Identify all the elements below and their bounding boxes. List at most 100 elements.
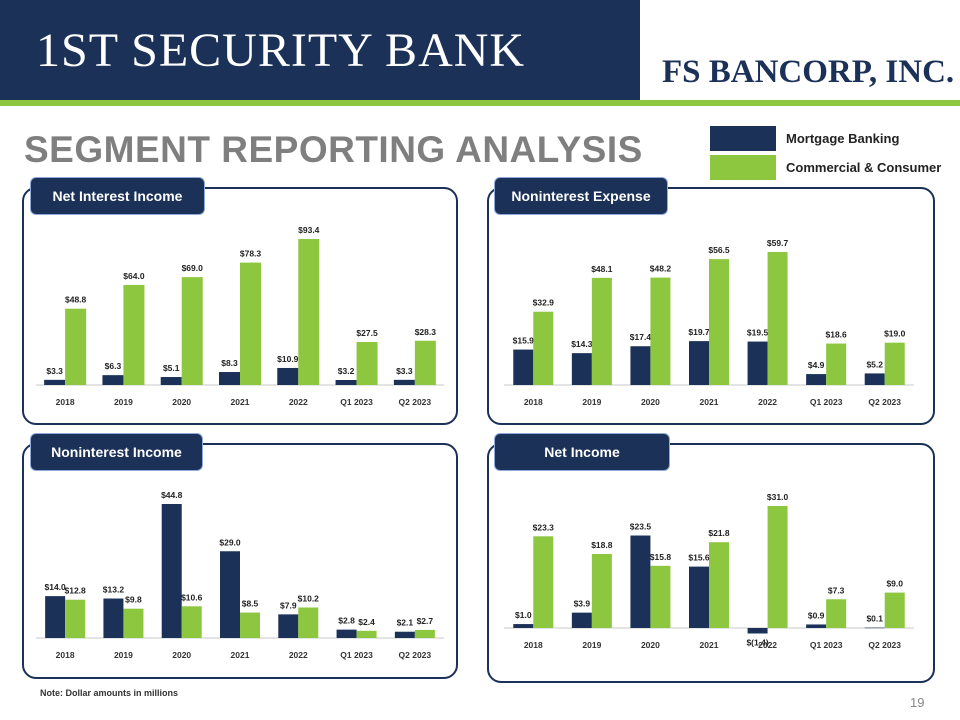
data-label-nii-mortgage-6: $3.3 — [396, 366, 413, 376]
bar-nii-commercial-2 — [181, 277, 203, 385]
bar-nie-mortgage-6 — [864, 373, 885, 385]
tick-label-noni-0: 2018 — [56, 650, 75, 660]
bar-noni-commercial-0 — [65, 599, 86, 638]
panel-title-noninterest-expense: Noninterest Expense — [494, 177, 668, 215]
bar-noni-commercial-3 — [240, 612, 260, 638]
data-label-nie-commercial-4: $59.7 — [767, 238, 789, 248]
data-label-ni-commercial-6: $9.0 — [886, 579, 903, 589]
bar-nie-mortgage-0 — [513, 349, 534, 385]
bar-ni-mortgage-1 — [571, 612, 592, 628]
data-label-ni-commercial-5: $7.3 — [828, 585, 845, 595]
data-label-ni-commercial-2: $15.8 — [650, 552, 672, 562]
bar-nii-commercial-0 — [65, 308, 87, 385]
data-label-nie-commercial-3: $56.5 — [708, 245, 730, 255]
data-label-nii-commercial-5: $27.5 — [356, 328, 378, 338]
data-label-ni-commercial-0: $23.3 — [533, 522, 555, 532]
bar-nie-mortgage-1 — [571, 353, 592, 385]
bar-noni-mortgage-3 — [220, 551, 240, 638]
bar-nie-mortgage-5 — [806, 374, 827, 385]
bar-ni-commercial-0 — [533, 536, 554, 628]
data-label-ni-commercial-4: $31.0 — [767, 492, 789, 502]
tick-label-nii-4: 2022 — [289, 397, 308, 407]
data-label-nie-commercial-5: $18.6 — [826, 330, 848, 340]
bar-ni-mortgage-3 — [689, 566, 709, 628]
data-label-nii-commercial-1: $64.0 — [123, 271, 145, 281]
bar-nii-mortgage-0 — [44, 379, 66, 385]
header-band — [0, 0, 640, 100]
bar-nie-mortgage-4 — [747, 341, 768, 385]
bar-ni-mortgage-2 — [630, 535, 651, 628]
data-label-noni-mortgage-5: $2.8 — [338, 616, 355, 626]
data-label-noni-mortgage-2: $44.8 — [161, 490, 183, 500]
bar-nie-commercial-5 — [826, 343, 847, 385]
data-label-ni-mortgage-6: $0.1 — [866, 614, 883, 624]
bar-ni-mortgage-6 — [864, 627, 885, 629]
data-label-nie-commercial-2: $48.2 — [650, 264, 672, 274]
bar-nie-commercial-3 — [709, 259, 729, 385]
bar-nie-commercial-0 — [533, 311, 554, 385]
data-label-nii-commercial-4: $93.4 — [298, 225, 320, 235]
chart-net-interest-income: $3.3 $48.8 2018 $6.3 $64.0 2019 $5.1 $69.0 2020 $… — [36, 225, 444, 407]
bar-noni-commercial-1 — [123, 608, 144, 638]
legend-swatch-mortgage — [710, 126, 776, 151]
bar-nii-mortgage-6 — [393, 379, 415, 385]
data-label-nii-mortgage-4: $10.9 — [277, 354, 299, 364]
data-label-noni-commercial-6: $2.7 — [417, 616, 434, 626]
data-label-ni-mortgage-0: $1.0 — [515, 610, 532, 620]
bar-ni-commercial-1 — [591, 554, 612, 628]
bar-ni-mortgage-5 — [806, 624, 827, 628]
bar-nii-mortgage-5 — [335, 379, 357, 385]
bar-ni-commercial-6 — [884, 592, 905, 628]
bar-nie-commercial-6 — [884, 342, 905, 385]
panel-title-net-interest-income: Net Interest Income — [30, 177, 205, 215]
panel-title-net-income: Net Income — [494, 433, 670, 471]
legend-swatch-commercial — [710, 155, 776, 180]
data-label-ni-mortgage-1: $3.9 — [574, 599, 591, 609]
bar-noni-mortgage-6 — [394, 631, 415, 638]
bar-noni-commercial-6 — [414, 629, 435, 638]
tick-label-noni-1: 2019 — [114, 650, 133, 660]
tick-label-noni-5: Q1 2023 — [340, 650, 373, 660]
chart-noninterest-income: $14.0$12.8 2018 $13.2$9.8 2019 $44.8 $10.6 202… — [36, 490, 444, 660]
tick-label-ni-4: 2022 — [758, 640, 777, 650]
tick-label-nii-3: 2021 — [231, 397, 250, 407]
data-label-nii-mortgage-3: $8.3 — [221, 358, 238, 368]
data-label-nie-mortgage-4: $19.5 — [747, 328, 769, 338]
data-label-ni-mortgage-2: $23.5 — [630, 522, 652, 532]
data-label-nie-mortgage-2: $17.4 — [630, 332, 652, 342]
tick-label-nii-2: 2020 — [172, 397, 191, 407]
tick-label-nie-0: 2018 — [524, 397, 543, 407]
brand-logo-fs-bancorp: FS BANCORP, INC. — [662, 54, 955, 90]
bar-noni-mortgage-4 — [278, 614, 299, 638]
data-label-noni-commercial-3: $8.5 — [242, 599, 259, 609]
page-number: 19 — [910, 695, 925, 710]
data-label-nie-commercial-6: $19.0 — [884, 329, 906, 339]
chart-noninterest-expense: $15.9 $32.9 2018 $14.3 $48.1 2019 $17.4 $48.2 20… — [504, 238, 914, 407]
bar-noni-commercial-4 — [298, 607, 319, 638]
tick-label-noni-3: 2021 — [231, 650, 250, 660]
footnote: Note: Dollar amounts in millions — [40, 688, 179, 698]
tick-label-nie-3: 2021 — [700, 397, 719, 407]
bar-nie-mortgage-3 — [689, 341, 709, 385]
tick-label-ni-3: 2021 — [700, 640, 719, 650]
tick-label-nie-6: Q2 2023 — [868, 397, 901, 407]
data-label-noni-commercial-1: $9.8 — [125, 595, 142, 605]
tick-label-nie-1: 2019 — [582, 397, 601, 407]
panel-title-noninterest-income: Noninterest Income — [30, 433, 203, 471]
data-label-noni-mortgage-4: $7.9 — [280, 600, 297, 610]
tick-label-noni-6: Q2 2023 — [399, 650, 432, 660]
bar-ni-commercial-3 — [709, 542, 729, 628]
tick-label-nie-5: Q1 2023 — [810, 397, 843, 407]
bar-noni-commercial-2 — [181, 606, 202, 638]
data-label-nii-commercial-0: $48.8 — [65, 295, 87, 305]
data-label-noni-mortgage-0: $14.0 — [45, 582, 67, 592]
tick-label-nie-2: 2020 — [641, 397, 660, 407]
data-label-ni-mortgage-3: $15.6 — [688, 553, 710, 563]
bar-nii-mortgage-1 — [102, 375, 124, 385]
bar-nie-commercial-4 — [767, 252, 788, 385]
tick-label-nii-0: 2018 — [56, 397, 75, 407]
data-label-ni-commercial-3: $21.8 — [708, 528, 730, 538]
tick-label-nie-4: 2022 — [758, 397, 777, 407]
brand-logo-1st-security-bank: 1ST SECURITY BANK — [36, 24, 526, 77]
bar-nie-mortgage-2 — [630, 346, 651, 385]
